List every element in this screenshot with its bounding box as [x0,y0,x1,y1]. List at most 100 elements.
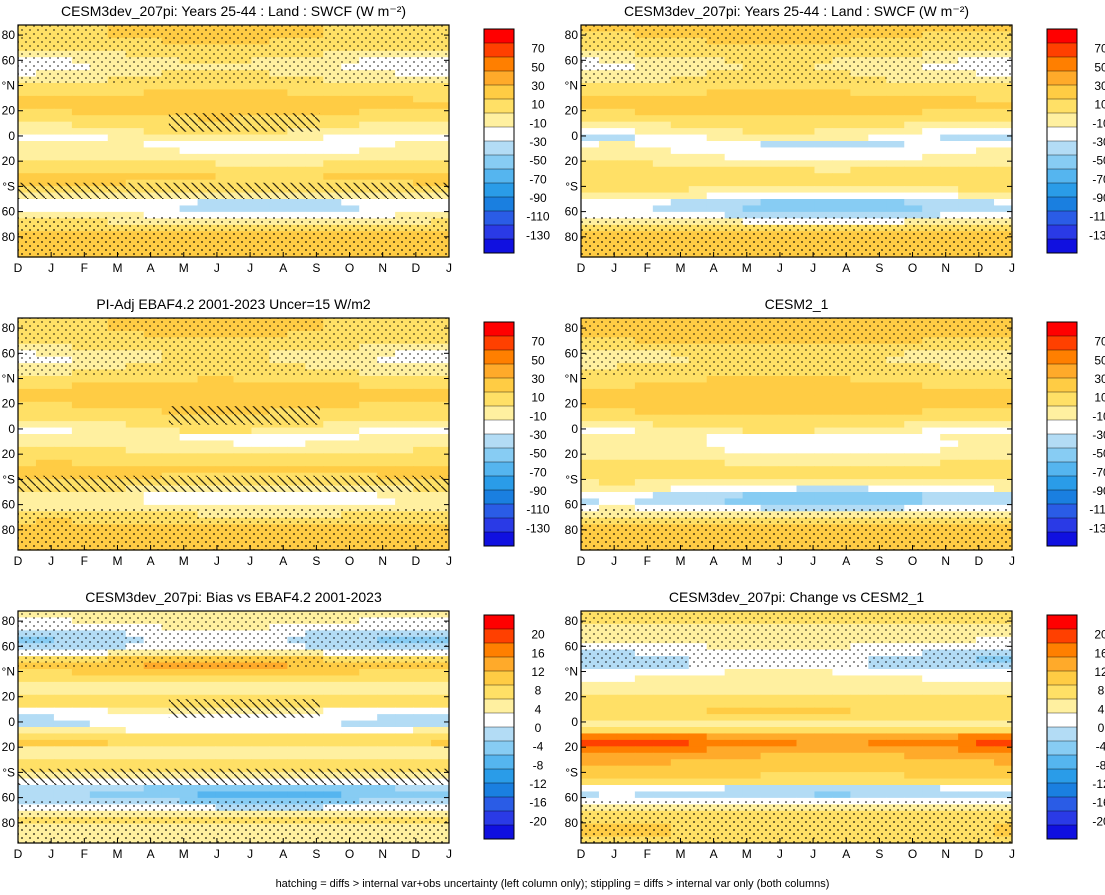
heatmap-cell [323,408,342,416]
heatmap-cell [581,421,600,429]
colorbar-segment [483,112,515,128]
heatmap-cell [652,121,672,129]
heatmap-cell [71,492,91,500]
x-tick-label: M [675,554,685,568]
heatmap-cell [233,759,253,767]
heatmap-cell [431,102,450,110]
heatmap-cell [922,466,941,474]
heatmap-cell [598,395,618,403]
heatmap-cell [395,785,414,793]
heatmap-cell [287,466,306,474]
heatmap-cell [377,434,396,442]
heatmap-cell [197,746,217,754]
heatmap-cell [179,89,199,97]
heatmap-cell [341,89,360,97]
heatmap-cell [581,173,600,181]
heatmap-cell [598,102,618,110]
heatmap-cell [305,153,324,161]
heatmap-cell [724,83,744,91]
heatmap-cell [431,791,450,799]
heatmap-cell [431,147,450,155]
heatmap-cell [431,108,450,116]
heatmap-cell [652,153,672,161]
heatmap-cell [35,95,55,103]
x-tick-label: O [908,261,917,275]
heatmap-cell [215,427,235,435]
heatmap-cell [994,166,1013,174]
heatmap-cell [107,688,127,696]
heatmap-cell [71,739,91,747]
heatmap-cell [742,485,762,493]
heatmap-cell [251,395,271,403]
heatmap-cell [634,472,654,480]
heatmap-cell [377,134,396,142]
heatmap-cell [107,669,127,677]
heatmap-cell [71,446,91,454]
heatmap-cell [53,466,73,474]
heatmap-cell [994,453,1013,461]
heatmap-cell [431,166,450,174]
heatmap-cell [35,707,55,715]
heatmap-cell [161,108,181,116]
heatmap-cell [706,421,726,429]
heatmap-cell [976,382,995,390]
heatmap-cell [18,147,37,155]
x-tick-label: J [214,554,220,568]
heatmap-cell [904,401,923,409]
heatmap-cell [323,121,342,129]
heatmap-cell [652,141,672,149]
heatmap-cell [197,459,217,467]
heatmap-cell [341,752,360,760]
heatmap-cell [107,453,127,461]
heatmap-cell [634,108,654,116]
heatmap-cell [341,376,360,384]
heatmap-cell [431,669,450,677]
heatmap-cell [922,102,941,110]
heatmap-cell [143,759,163,767]
heatmap-cell [922,421,941,429]
heatmap-cell [143,739,163,747]
heatmap-cell [706,115,726,123]
heatmap-cell [706,166,726,174]
heatmap-cell [958,472,977,480]
heatmap-cell [616,382,636,390]
heatmap-cell [161,459,181,467]
heatmap-cell [832,440,851,448]
heatmap-cell [742,434,762,442]
heatmap-cell [89,434,109,442]
heatmap-cell [976,498,995,506]
heatmap-cell [287,746,306,754]
heatmap-cell [359,166,378,174]
heatmap-cell [53,160,73,168]
heatmap-cell [35,681,55,689]
heatmap-cell [53,401,73,409]
heatmap-cell [377,121,396,129]
heatmap-cell [922,498,941,506]
heatmap-cell [287,733,306,741]
heatmap-cell [341,408,360,416]
heatmap-cell [143,694,163,702]
heatmap-cell [581,466,600,474]
heatmap-cell [706,434,726,442]
heatmap-cell [143,492,163,500]
heatmap-cell [35,791,55,799]
colorbar-label: -10 [529,409,547,423]
heatmap-cell [269,440,288,448]
colorbar-segment [483,168,515,184]
colorbar-frame [483,321,515,547]
heatmap-cell [598,95,618,103]
heatmap-cell [143,205,163,213]
heatmap-cell [395,492,414,500]
heatmap-cell [652,95,672,103]
heatmap-cell [598,141,618,149]
heatmap-cell [251,401,271,409]
heatmap-cell [922,472,941,480]
heatmap-cell [994,414,1013,422]
colorbar-segment [1046,321,1078,337]
heatmap-cell [760,179,780,187]
heatmap-cell [724,446,744,454]
heatmap-cell [179,388,199,396]
heatmap-cell [233,401,253,409]
heatmap-cell [341,427,360,435]
